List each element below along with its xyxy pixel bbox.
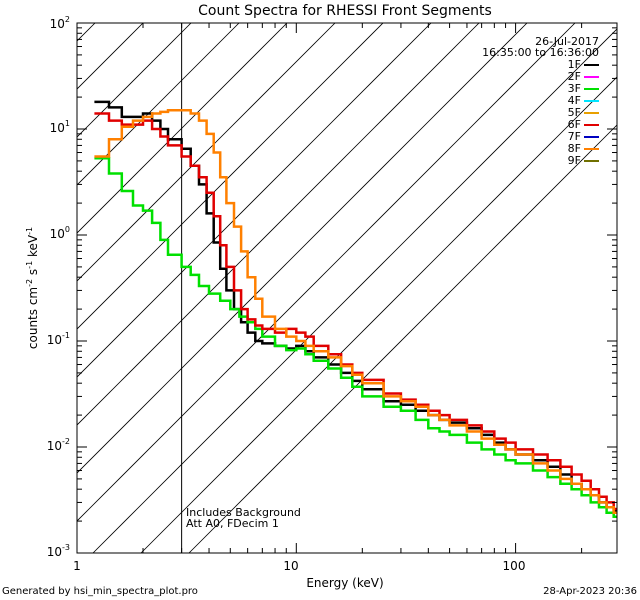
timestamp-label: 28-Apr-2023 20:36 (543, 586, 637, 597)
hatch-line (77, 23, 192, 138)
time-range-label: 16:35:00 to 16:36:00 (482, 46, 599, 59)
y-tick-label: 101 (50, 119, 70, 135)
hatch-line (77, 23, 384, 330)
hatch-line (77, 23, 480, 426)
date-label: 26-Jul-2017 (535, 35, 599, 48)
hatch-line (77, 23, 288, 234)
legend-label: 1F (568, 58, 581, 71)
hatch-line (77, 23, 144, 90)
series-6F (94, 112, 617, 511)
x-tick-label-1: 1 (73, 559, 81, 573)
plot-frame (76, 22, 618, 554)
legend-label: 8F (568, 142, 581, 155)
y-axis-label: counts cm-2 s-1 keV-1 (25, 227, 40, 349)
legend-label: 3F (568, 82, 581, 95)
hatch-line (77, 23, 528, 474)
x-axis-label: Energy (keV) (306, 576, 383, 590)
hatch-line (77, 23, 336, 282)
series-layer (94, 100, 617, 518)
series-8F (94, 109, 617, 514)
legend-label: 5F (568, 106, 581, 119)
chart-title: Count Spectra for RHESSI Front Segments (198, 3, 492, 19)
y-tick-label: 102 (50, 15, 70, 31)
hatch-line (77, 23, 240, 186)
hatch-line (92, 28, 617, 553)
annotation-background: Includes Background (186, 506, 301, 519)
hatch-line (188, 124, 617, 553)
shaded-region-hatch (77, 23, 617, 553)
hatch-line (77, 23, 432, 378)
y-tick-label: 10-2 (47, 437, 70, 453)
legend-label: 6F (568, 118, 581, 131)
y-tick-label: 100 (50, 225, 70, 241)
generated-by-label: Generated by hsi_min_spectra_plot.pro (2, 586, 198, 597)
y-tick-label: 10-3 (47, 543, 70, 559)
series-3F (94, 156, 617, 518)
y-tick-label: 10-1 (47, 331, 70, 347)
x-tick-label-10: 10 (283, 559, 298, 573)
legend-label: 7F (568, 130, 581, 143)
x-tick-label-100: 100 (503, 559, 526, 573)
hatch-line (77, 23, 576, 522)
axis-ticks (76, 22, 617, 554)
legend: 1F 2F 3F 4F 5F 6F 7F 8F 9F (568, 58, 599, 167)
legend-label: 9F (568, 154, 581, 167)
legend-label: 4F (568, 94, 581, 107)
hatch-line (140, 76, 617, 553)
series-1F (94, 100, 617, 513)
y-tick-labels: 10-3 10-2 10-1 100 101 102 (47, 15, 70, 559)
annotation-attenuator: Att A0, FDecim 1 (186, 517, 279, 530)
legend-label: 2F (568, 70, 581, 83)
